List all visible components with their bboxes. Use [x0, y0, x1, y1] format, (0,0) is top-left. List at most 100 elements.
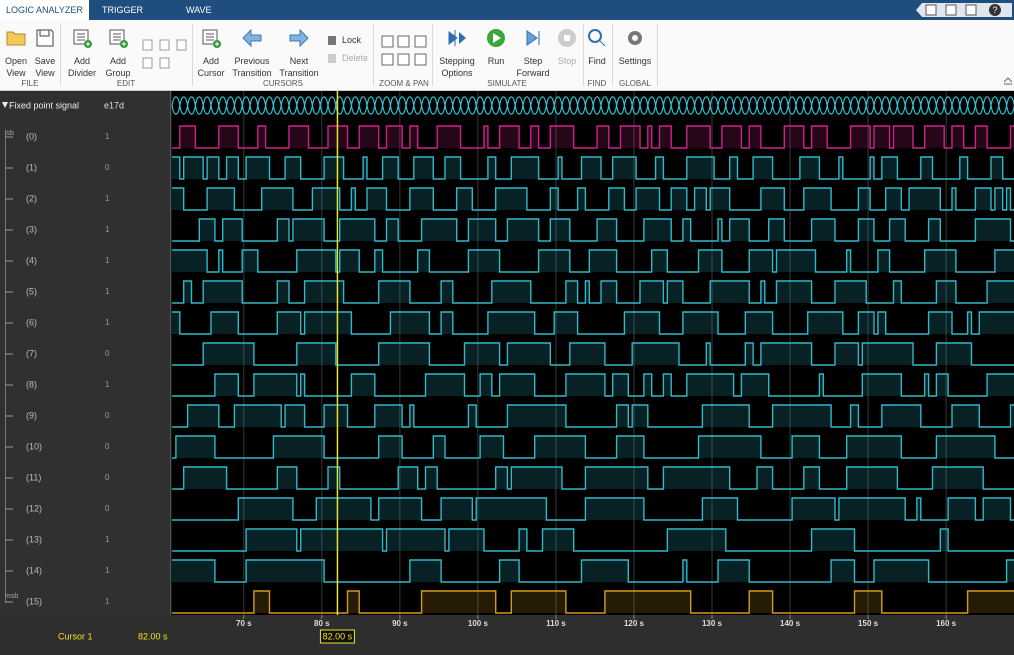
- button-icon: [558, 29, 576, 47]
- button-icon: [6, 31, 26, 46]
- cursor-time: 82.00 s: [138, 631, 168, 641]
- toolstrip-icons: [6, 28, 1013, 85]
- bit-name: (0): [26, 131, 37, 141]
- time-tick-label: 100 s: [468, 619, 489, 628]
- bit-name: (5): [26, 286, 37, 296]
- bit-name: (10): [26, 441, 42, 451]
- group-separator: [432, 24, 433, 86]
- toolbar-button[interactable]: Settings: [618, 56, 652, 66]
- button-icon: [289, 28, 309, 48]
- signal-list-panel: [0, 91, 170, 615]
- tool-icon: [414, 35, 427, 48]
- group-separator: [583, 24, 584, 86]
- group-label: FIND: [587, 79, 607, 88]
- icon-shape: [493, 33, 501, 43]
- tab[interactable]: WAVE: [186, 5, 212, 15]
- time-tick-label: 140 s: [780, 619, 801, 628]
- small-button[interactable]: Lock: [342, 35, 362, 45]
- toolbar-button[interactable]: Stepping Options: [439, 56, 475, 78]
- tab-bar: LOGIC ANALYZER TRIGGER WAVE ?: [0, 0, 1014, 20]
- time-tick-label: 150 s: [858, 619, 879, 628]
- tool-icon: [159, 57, 170, 69]
- toolbar-button[interactable]: Next Transition: [279, 56, 319, 78]
- bit-value: 1: [105, 287, 110, 296]
- button-icon: [526, 30, 540, 46]
- icon-shape: [459, 32, 466, 44]
- collapse-toolstrip[interactable]: [1003, 77, 1013, 85]
- bit-value: 0: [105, 411, 110, 420]
- bit-waveform: [172, 218, 1014, 242]
- bit-name: (2): [26, 193, 37, 203]
- group-label: EDIT: [116, 79, 136, 88]
- toolbar-button[interactable]: Save View: [34, 56, 56, 78]
- bit-value: 1: [105, 380, 110, 389]
- bit-fill: [172, 560, 1014, 582]
- bit-waveform: [172, 342, 1014, 366]
- tool-icon: [176, 39, 187, 51]
- bit-fill: [183, 281, 1014, 303]
- bit-waveform: [172, 466, 1014, 490]
- tool-icon: [159, 39, 170, 51]
- bit-name: (9): [26, 410, 37, 420]
- bit-value: 1: [105, 566, 110, 575]
- cursor-time-box: [319, 629, 355, 644]
- tab[interactable]: TRIGGER: [102, 5, 144, 15]
- icon-shape: [242, 28, 262, 48]
- bit-name: (13): [26, 534, 42, 544]
- bit-fill: [172, 312, 1014, 334]
- bit-value: 1: [105, 318, 110, 327]
- toolbar-button[interactable]: Step Forward: [516, 56, 550, 78]
- bit-fill: [172, 157, 1003, 179]
- toolbar-button[interactable]: Add Group: [105, 56, 131, 78]
- bit-waveform: [172, 156, 1014, 180]
- toolbar-button[interactable]: Open View: [4, 56, 28, 78]
- bit-waveform: [172, 497, 1014, 521]
- bit-fill: [199, 219, 1011, 241]
- icon-shape: [564, 35, 570, 41]
- icon-shape: [122, 42, 126, 46]
- bit-waveform: [172, 528, 1014, 552]
- bit-fill: [179, 126, 1014, 148]
- bit-value: 1: [105, 225, 110, 234]
- group-value: e17d: [104, 100, 124, 110]
- bit-value: 1: [105, 132, 110, 141]
- tool-icon: [142, 39, 153, 51]
- signal-display: 70 s 80 s 90 s 100 s 110 s 120 s 130 s 140 s 150…: [0, 91, 1014, 655]
- bit-value: 0: [105, 442, 110, 451]
- cursor-axis-label: 82.00 s: [323, 631, 353, 641]
- toolbar-button[interactable]: Find: [588, 56, 606, 66]
- svg-text:?: ?: [992, 5, 997, 15]
- button-icon: [487, 29, 505, 47]
- bit-value: 0: [105, 163, 110, 172]
- button-icon: [588, 29, 606, 47]
- small-icon: [328, 36, 336, 45]
- button-icon: [628, 31, 642, 45]
- time-tick-label: 80 s: [314, 619, 330, 628]
- bit-name: (3): [26, 224, 37, 234]
- toolbar-button: Stop: [557, 56, 577, 66]
- icon-shape: [6, 31, 26, 46]
- tool-icon: [397, 35, 410, 48]
- tab[interactable]: LOGIC ANALYZER: [0, 0, 89, 20]
- group-separator: [192, 24, 193, 86]
- toolbar-button[interactable]: Add Divider: [67, 56, 96, 78]
- tool-icon: [381, 35, 394, 48]
- time-tick-label: 110 s: [546, 619, 566, 628]
- time-tick-label: 130 s: [702, 619, 723, 628]
- toolbar-button[interactable]: Run: [487, 56, 505, 66]
- icon-shape: [599, 40, 606, 47]
- bit-name: (4): [26, 255, 37, 265]
- toolbar-button[interactable]: Add Cursor: [197, 56, 225, 78]
- time-tick-label: 120 s: [624, 619, 645, 628]
- bit-value: 0: [105, 504, 110, 513]
- toolbar-button[interactable]: Previous Transition: [232, 56, 272, 78]
- bit-fill: [246, 529, 949, 551]
- msb-label: msb: [5, 593, 18, 600]
- button-icon: [109, 29, 128, 48]
- bit-name: (7): [26, 348, 37, 358]
- expand-arrow[interactable]: [2, 102, 8, 108]
- bus-waveform: [171, 96, 1014, 115]
- icon-shape: [632, 35, 638, 41]
- bit-name: (12): [26, 503, 42, 513]
